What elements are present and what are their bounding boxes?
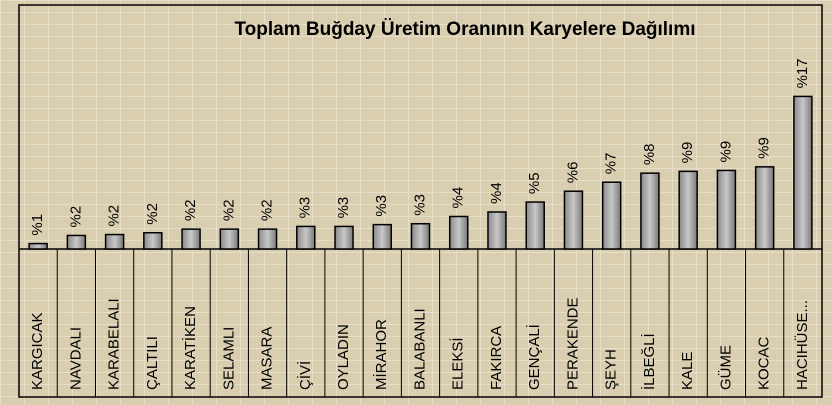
x-tick-label: PERAKENDE: [564, 297, 581, 390]
value-label: %2: [67, 206, 84, 228]
bar: [525, 201, 545, 250]
bar: [28, 242, 48, 250]
value-label: %7: [603, 153, 620, 175]
plot-frame: [18, 4, 823, 398]
value-label: %3: [411, 194, 428, 216]
value-label: %2: [259, 199, 276, 221]
value-label: %3: [373, 195, 390, 217]
bar: [640, 172, 660, 250]
bar: [372, 223, 393, 250]
x-tick-label: KARATİKEN: [181, 306, 199, 390]
x-tick-label: İLBEĞLİ: [640, 333, 658, 390]
bar: [181, 228, 201, 250]
bar: [143, 231, 163, 250]
value-label: %4: [488, 182, 505, 204]
x-tick-label: SELAMLI: [220, 327, 237, 390]
bar: [678, 170, 698, 250]
x-tick-label: NAVDALI: [67, 327, 84, 390]
bar: [296, 225, 316, 250]
value-label: %2: [144, 203, 161, 225]
x-tick-label: KARABELALI: [106, 298, 123, 390]
x-tick-label: ÇALTILI: [144, 336, 161, 390]
x-tick-label: OYLADIN: [335, 324, 352, 390]
bar: [410, 222, 431, 250]
value-label: %9: [756, 137, 773, 159]
bar: [754, 166, 775, 250]
x-tick-label: GÜME: [716, 345, 734, 390]
bar: [716, 169, 737, 250]
bar: [257, 228, 278, 250]
bar: [219, 228, 240, 250]
value-label: %5: [526, 172, 543, 194]
x-tick-label: MİRAHOR: [372, 319, 390, 390]
value-label: %3: [297, 197, 314, 219]
x-tick-label: BALABANLI: [411, 308, 428, 390]
value-label: %8: [641, 143, 658, 165]
value-label: %2: [220, 199, 237, 221]
value-label: %17: [794, 58, 811, 88]
value-label: %2: [182, 199, 199, 221]
x-tick-label: ELEKSİ: [449, 337, 467, 390]
x-tick-label: KALE: [679, 352, 696, 390]
bar: [66, 234, 87, 250]
bar: [448, 215, 469, 250]
bar: [563, 190, 584, 250]
bar: [601, 181, 622, 250]
value-label: %1: [29, 214, 46, 236]
bar: [487, 211, 507, 250]
value-label: %6: [564, 162, 581, 184]
x-tick-label: ÇİVİ: [296, 361, 314, 390]
value-label: %3: [335, 197, 352, 219]
x-tick-label: MASARA: [259, 327, 276, 390]
x-tick-label: KARGICAK: [29, 312, 46, 390]
x-tick-label: ŞEYH: [603, 349, 620, 390]
value-label: %9: [717, 141, 734, 163]
value-label: %2: [106, 205, 123, 227]
chart-title: Toplam Buğday Üretim Oranının Karyelere …: [234, 19, 695, 40]
bar: [104, 233, 125, 250]
bar: [793, 95, 813, 250]
x-tick-label: GENÇALİ: [525, 324, 543, 390]
bar: [334, 225, 354, 250]
value-label: %4: [450, 187, 467, 209]
x-tick-label: FAKIRCA: [488, 326, 505, 390]
value-label: %9: [679, 142, 696, 164]
x-tick-label: KOCAC: [756, 336, 773, 390]
x-tick-label: HACIHÜSE...: [793, 300, 811, 390]
